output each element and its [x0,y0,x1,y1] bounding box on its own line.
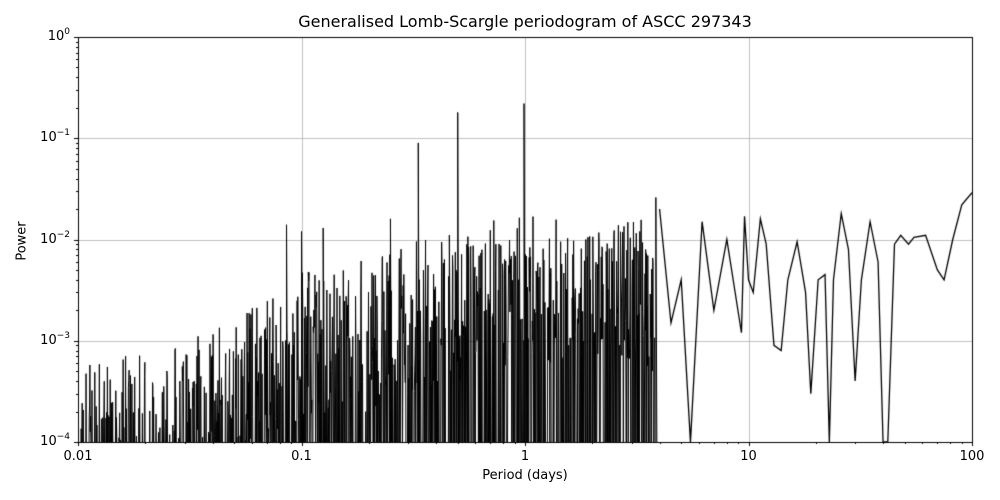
y-tick-label: 10−3 [40,330,70,348]
x-tick-label: 1 [520,449,530,464]
x-tick-label: 100 [959,449,985,464]
x-tick-label: 0.1 [291,449,312,464]
x-tick-label: 0.01 [63,449,93,464]
y-tick-label: 100 [47,26,70,44]
x-tick-label: 10 [740,449,757,464]
y-tick-label: 10−2 [40,229,70,247]
y-tick-label: 10−4 [40,431,70,449]
y-axis-label: Power [14,221,30,261]
y-tick-label: 10−1 [40,128,70,146]
x-axis-label: Period (days) [482,468,568,483]
